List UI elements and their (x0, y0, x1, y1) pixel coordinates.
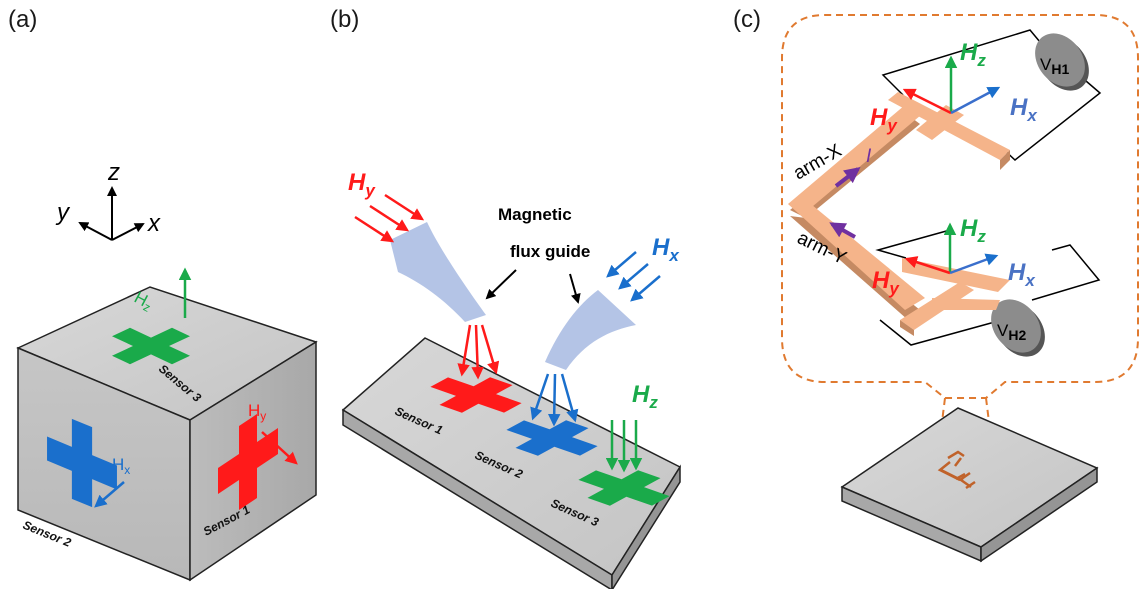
voltmeter-2: VH2 (991, 299, 1045, 357)
hx-guided-arrows (530, 373, 579, 427)
chip-hz-label: Hz (632, 381, 658, 412)
hz-arrows (605, 420, 643, 473)
chip-sensor1-cross (430, 377, 522, 413)
hy-guided-arrows (457, 324, 500, 380)
lower-hx-label: Hx (1008, 259, 1036, 290)
small-hallbar (937, 457, 976, 490)
chip-hy-label: Hy (348, 169, 376, 200)
voltmeter-1: VH1 (1035, 33, 1089, 91)
current-arrow-arm-y (829, 222, 856, 239)
upper-hx-arrow (950, 86, 1001, 115)
small-chip (840, 407, 1099, 563)
flux-guide-pointer-left (485, 269, 517, 300)
cube-hy-label: Hy (248, 401, 266, 423)
panel-label-c: (c) (733, 6, 761, 33)
axis-y-label: y (55, 199, 71, 226)
lower-hy-arrow (904, 256, 951, 275)
flux-guide-label-line2: flux guide (510, 242, 590, 261)
lower-hz-label: Hz (960, 215, 986, 246)
lower-hy-label: Hy (872, 267, 900, 298)
upper-hx-label: Hx (1010, 94, 1038, 125)
lower-hx-arrow (949, 253, 999, 275)
panel-label-b: (b) (330, 6, 359, 33)
upper-hy-label: Hy (870, 104, 898, 135)
chip-hx-label: Hx (652, 234, 680, 265)
upper-hz-label: Hz (960, 39, 986, 70)
cube-hx-label: Hx (112, 455, 130, 477)
voltmeter-1-label: VH1 (1040, 55, 1069, 77)
cube-hy-arrow (261, 431, 298, 465)
chip-sensor3-cross (578, 470, 670, 506)
cube-hx-arrow (94, 481, 125, 508)
flux-guide-right (545, 290, 636, 370)
sensor2-cross (47, 418, 117, 508)
chip-plate: Sensor 1 Sensor 2 Sensor 3 (341, 337, 682, 589)
voltmeter-2-label: VH2 (997, 321, 1026, 343)
current-arrow-arm-x (834, 167, 861, 188)
sensor-cube: Sensor 3 Sensor 2 Sensor 1 Hz Hy Hx (16, 267, 318, 582)
axis-z-label: z (107, 159, 120, 186)
flux-guide-left (390, 222, 486, 322)
axis-x-label: x (147, 210, 161, 237)
hall-bar (788, 92, 1010, 336)
hy-incoming-arrows (354, 193, 425, 243)
hx-incoming-arrows (606, 251, 661, 302)
axes-triad: z y x (55, 159, 161, 241)
flux-guide-pointer-right (569, 273, 581, 304)
plate-front-side (342, 408, 613, 589)
cube-hz-label: Hz (130, 288, 156, 315)
upper-hy-arrow (902, 88, 952, 115)
flux-guide-label-line1: Magnetic (498, 205, 572, 224)
sensor3-cross (112, 327, 190, 365)
current-label: I (866, 146, 872, 167)
panel-label-a: (a) (8, 6, 37, 33)
sensor1-cross (218, 414, 278, 510)
chip-sensor2-cross (506, 420, 598, 456)
